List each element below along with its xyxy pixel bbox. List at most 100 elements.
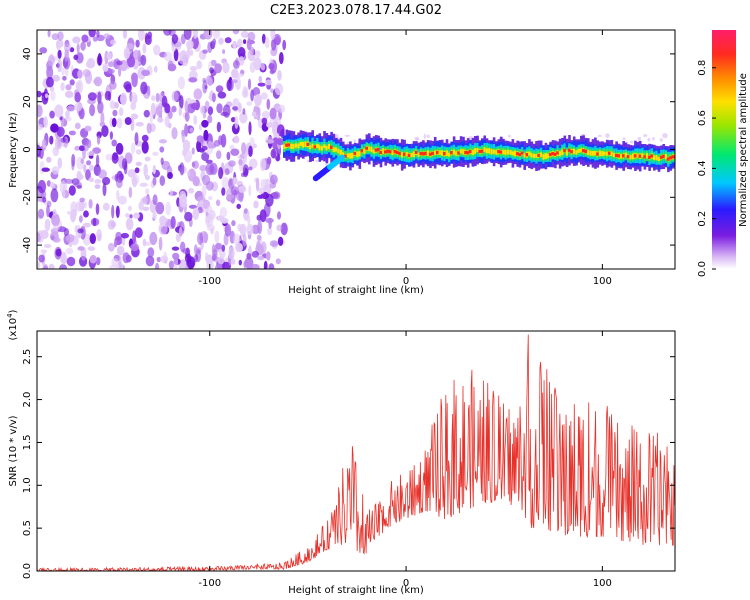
noise-blob xyxy=(85,60,95,69)
noise-blob xyxy=(60,137,67,143)
ridge-peak xyxy=(551,152,555,156)
ridge-cell xyxy=(575,150,578,155)
noise-blob xyxy=(208,195,213,201)
noise-blob xyxy=(186,170,191,177)
noise-blob xyxy=(188,77,198,83)
ridge-peak xyxy=(306,142,310,146)
noise-blob xyxy=(250,89,255,102)
noise-blob xyxy=(177,76,185,90)
noise-blob xyxy=(64,178,74,184)
noise-blob xyxy=(171,34,179,44)
ridge-peak xyxy=(384,150,388,154)
noise-blob xyxy=(93,76,103,87)
colorbar-tick-label: 0.0 xyxy=(697,261,708,277)
ridge-peak xyxy=(622,154,626,158)
ridge-peak xyxy=(386,149,390,153)
ridge-cell xyxy=(502,149,505,155)
noise-blob xyxy=(73,54,79,61)
noise-blob xyxy=(247,247,252,254)
colorbar-ticks: 0.0 0.2 0.4 0.6 0.8 xyxy=(697,60,716,277)
noise-blob xyxy=(229,144,235,150)
ridge-cell xyxy=(445,150,449,156)
noise-blob xyxy=(264,178,271,189)
noise-blob xyxy=(193,244,198,255)
ridge-peak xyxy=(556,151,560,155)
noise-blob xyxy=(196,140,202,153)
noise-blob xyxy=(40,249,48,254)
noise-blob xyxy=(74,122,81,130)
ridge-cell xyxy=(309,145,312,150)
noise-blob xyxy=(232,233,241,246)
noise-blob xyxy=(235,76,241,91)
ridge-peak xyxy=(431,151,435,156)
noise-blob xyxy=(88,30,96,38)
noise-blob xyxy=(53,237,61,243)
noise-blob xyxy=(74,145,81,151)
noise-blob xyxy=(215,85,224,93)
noise-blob xyxy=(238,56,245,66)
snr-y-label: SNR (10 * v/v) xyxy=(8,415,19,486)
noise-blob xyxy=(272,191,281,200)
noise-blob xyxy=(260,63,266,71)
noise-blob xyxy=(123,47,131,60)
noise-blob xyxy=(257,82,266,87)
noise-blob xyxy=(163,51,173,62)
noise-blob xyxy=(257,255,265,261)
snr-y-multiplier: (x104) xyxy=(6,309,19,340)
noise-blob xyxy=(278,52,284,65)
noise-blob xyxy=(49,135,54,145)
noise-blob xyxy=(206,205,213,214)
noise-blob xyxy=(143,241,152,246)
ridge-cell xyxy=(657,156,661,161)
noise-blob xyxy=(224,37,232,44)
ridge-peak xyxy=(549,152,552,157)
noise-blob xyxy=(74,225,78,234)
ridge-peak xyxy=(464,150,468,155)
noise-blob xyxy=(39,229,49,239)
noise-blob xyxy=(55,248,62,257)
ridge-peak xyxy=(344,154,348,158)
noise-blob xyxy=(219,207,228,218)
noise-blob xyxy=(353,139,357,144)
ridge-cell xyxy=(320,146,324,151)
ridge-cell xyxy=(318,144,322,151)
ridge-cell xyxy=(299,142,303,146)
noise-blob xyxy=(96,228,102,242)
noise-blob xyxy=(83,201,87,209)
snr-x-label: Height of straight line (km) xyxy=(288,585,424,596)
noise-blob xyxy=(178,226,183,237)
noise-blob xyxy=(56,126,65,137)
noise-blob xyxy=(138,201,144,211)
ridge-peak xyxy=(421,152,425,156)
y-tick-label: 0.5 xyxy=(22,520,33,536)
noise-blob xyxy=(171,127,178,140)
colorbar-tick-label: 0.2 xyxy=(697,211,708,227)
noise-blob xyxy=(201,152,210,162)
noise-blob xyxy=(142,43,147,54)
noise-blob xyxy=(199,199,204,206)
ridge-cell xyxy=(603,151,607,156)
ridge-cell xyxy=(358,151,362,157)
noise-blob xyxy=(131,72,138,83)
noise-blob xyxy=(57,49,62,59)
ridge-peak xyxy=(662,154,666,159)
ridge-cell xyxy=(547,153,550,159)
noise-blob xyxy=(248,166,253,171)
noise-blob xyxy=(244,256,254,269)
ridge-peak xyxy=(419,151,423,156)
noise-blob xyxy=(239,112,248,124)
ridge-cell xyxy=(302,142,305,148)
noise-blob xyxy=(202,49,208,54)
noise-blob xyxy=(109,100,116,110)
noise-blob xyxy=(120,92,127,106)
noise-blob xyxy=(88,199,93,209)
noise-blob xyxy=(111,139,117,147)
noise-blob xyxy=(235,73,245,78)
ridge-cell xyxy=(620,154,623,159)
ridge-peak xyxy=(360,149,364,153)
ridge-peak xyxy=(518,152,522,157)
noise-blob xyxy=(200,105,205,115)
y-tick-label: -20 xyxy=(22,189,33,205)
noise-blob xyxy=(189,66,198,71)
noise-blob xyxy=(66,256,76,267)
